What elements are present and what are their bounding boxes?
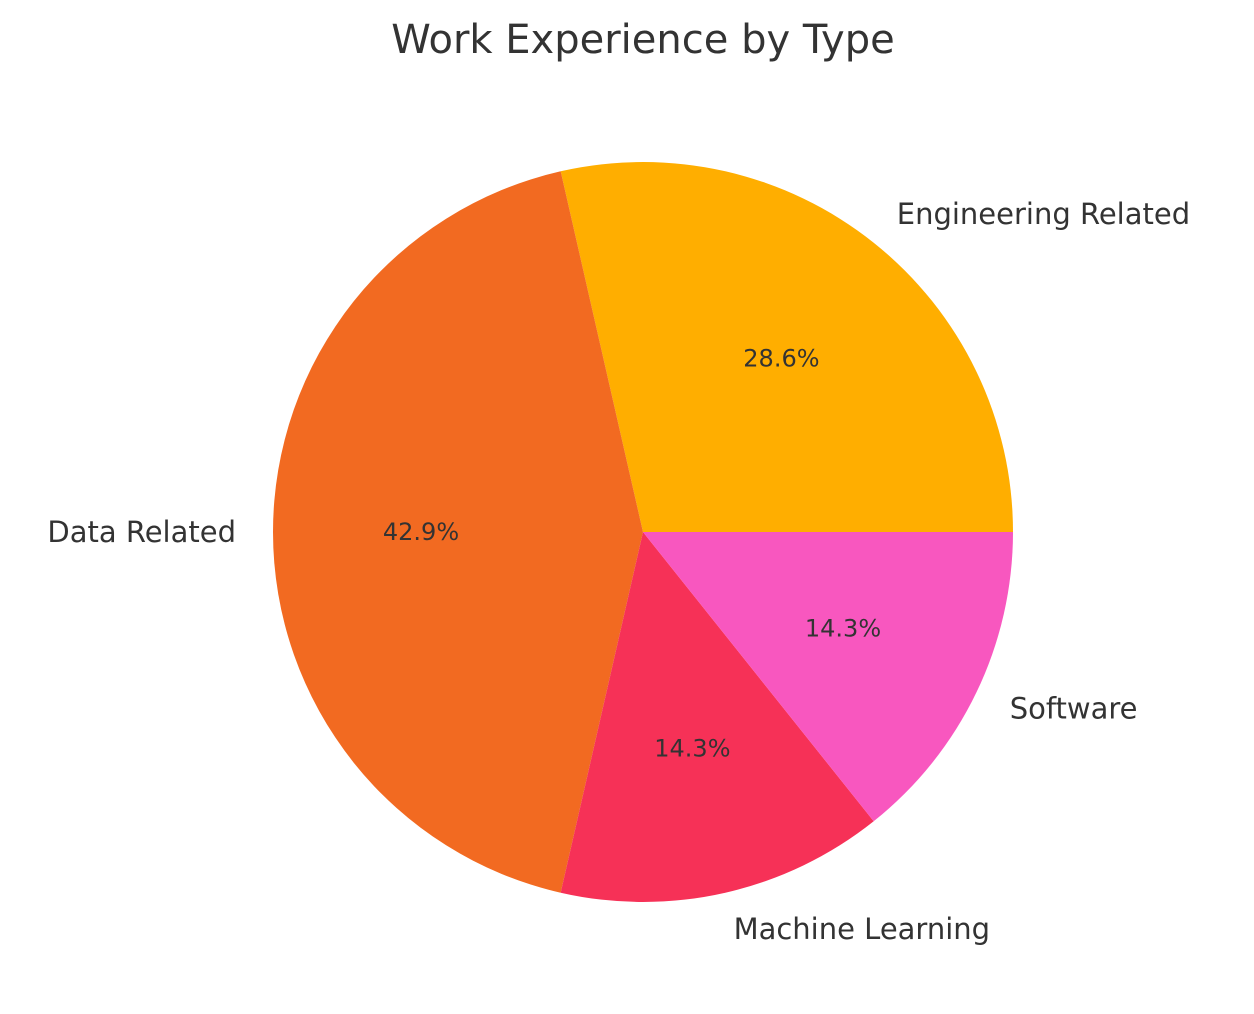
pie-slice-machine-learning [560, 532, 874, 902]
pie-slice-software [643, 532, 1013, 822]
slice-pct-label-data-related: 42.9% [383, 518, 459, 546]
slice-label-machine-learning: Machine Learning [734, 912, 991, 946]
chart-title: Work Experience by Type [391, 17, 894, 63]
slice-label-data-related: Data Related [47, 515, 236, 549]
pie-slice-data-related [273, 171, 643, 893]
slice-pct-label-machine-learning: 14.3% [654, 734, 730, 762]
slice-pct-label-software: 14.3% [805, 614, 881, 642]
slice-pct-label-engineering-related: 28.6% [743, 344, 819, 372]
pie-slices [273, 162, 1013, 902]
pie-slice-engineering-related [560, 162, 1013, 532]
slice-label-engineering-related: Engineering Related [897, 197, 1190, 231]
pie-labels: Engineering Related 28.6% Data Related 42.9… [47, 197, 1190, 946]
slice-label-software: Software [1010, 692, 1138, 726]
